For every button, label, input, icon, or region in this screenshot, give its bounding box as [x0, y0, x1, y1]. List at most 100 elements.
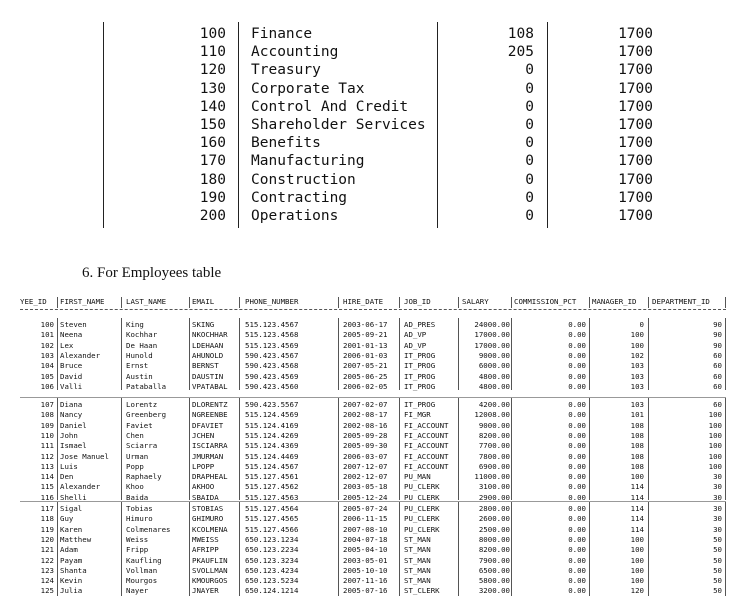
cell: 205 — [507, 44, 534, 61]
cell: 0 — [525, 80, 534, 97]
cell: ISCIARRA — [192, 441, 228, 451]
cell: 90 — [713, 330, 722, 340]
header-underline — [20, 309, 726, 310]
cell: 106 — [40, 381, 54, 391]
cell: 2005-06-25 — [343, 371, 388, 381]
column-divider — [458, 297, 459, 308]
cell: Colmenares — [126, 524, 171, 534]
column-header: SALARY — [462, 297, 489, 306]
cell: 100 — [708, 451, 722, 461]
column-divider — [725, 502, 726, 596]
cell: 100 — [630, 565, 644, 575]
cell: 515.124.4269 — [245, 430, 299, 440]
column-divider — [338, 297, 339, 308]
cell: 114 — [630, 504, 644, 513]
column-divider — [589, 318, 590, 390]
cell: KMOURGOS — [192, 576, 228, 586]
cell: LPOPP — [192, 461, 215, 471]
cell: 112 — [40, 451, 54, 461]
cell: John — [60, 430, 78, 440]
cell: 100 — [708, 430, 722, 440]
cell: FI_MGR — [404, 410, 431, 420]
column-header: FIRST_NAME — [60, 297, 105, 306]
cell: 0 — [525, 135, 534, 152]
cell: 50 — [713, 534, 722, 544]
cell: 120 — [630, 586, 644, 596]
cell: 5800.00 — [478, 576, 510, 586]
cell: Shelli — [60, 492, 87, 502]
cell: ST_MAN — [404, 534, 431, 544]
cell: 0.00 — [568, 340, 586, 350]
cell: 8000.00 — [478, 534, 510, 544]
cell: 2007-08-10 — [343, 524, 388, 534]
cell: 1700 — [618, 135, 653, 152]
cell: 1700 — [618, 189, 653, 206]
cell: 650.123.1234 — [245, 534, 299, 544]
column-divider — [589, 297, 590, 308]
cell: Khoo — [126, 482, 144, 492]
cell: 650.123.4234 — [245, 565, 299, 575]
cell: 1700 — [618, 62, 653, 79]
cell: DLORENTZ — [192, 400, 228, 409]
cell: 1700 — [618, 26, 653, 42]
cell: FI_ACCOUNT — [404, 441, 449, 451]
cell: 0 — [525, 62, 534, 79]
cell: Steven — [60, 320, 87, 329]
cell: 1700 — [618, 208, 653, 224]
cell: 108 — [630, 451, 644, 461]
column-header: DEPARTMENT_ID — [652, 297, 710, 306]
cell: Manufacturing — [251, 153, 365, 170]
cell: Lorentz — [126, 400, 158, 409]
column-header: MANAGER_ID — [592, 297, 637, 306]
cell: 0.00 — [568, 565, 586, 575]
cell: 6500.00 — [478, 565, 510, 575]
column-divider — [57, 318, 58, 390]
column-divider — [57, 398, 58, 500]
cell: 90 — [713, 340, 722, 350]
cell: 100 — [708, 441, 722, 451]
cell: 2005-09-30 — [343, 441, 388, 451]
column-divider — [121, 502, 122, 596]
cell: 8200.00 — [478, 430, 510, 440]
cell: 650.123.5234 — [245, 576, 299, 586]
cell: 108 — [630, 420, 644, 430]
cell: Popp — [126, 461, 144, 471]
cell: 17000.00 — [474, 340, 510, 350]
cell: VPATABAL — [192, 381, 228, 391]
cell: 100 — [708, 461, 722, 471]
column-divider — [725, 318, 726, 390]
column-divider — [589, 398, 590, 500]
cell: 50 — [713, 555, 722, 565]
column-divider — [547, 22, 548, 228]
cell: 2005-10-10 — [343, 565, 388, 575]
cell: FI_ACCOUNT — [404, 451, 449, 461]
cell: 108 — [630, 430, 644, 440]
cell: AD_VP — [404, 330, 427, 340]
column-divider — [103, 22, 104, 228]
cell: IT_PROG — [404, 361, 436, 371]
cell: 2005-12-24 — [343, 492, 388, 502]
cell: 50 — [713, 545, 722, 555]
cell: 515.124.4469 — [245, 451, 299, 461]
cell: 590.423.5567 — [245, 400, 299, 409]
cell: 111 — [40, 441, 54, 451]
cell: 2900.00 — [478, 492, 510, 502]
cell: 50 — [713, 576, 722, 586]
cell: IT_PROG — [404, 400, 436, 409]
cell: 103 — [630, 381, 644, 391]
cell: 2005-07-16 — [343, 586, 388, 596]
cell: Austin — [126, 371, 153, 381]
cell: Vollman — [126, 565, 158, 575]
cell: 150 — [199, 117, 226, 133]
cell: PU_CLERK — [404, 482, 440, 492]
cell: 100 — [630, 340, 644, 350]
cell: 103 — [630, 371, 644, 381]
cell: PU_CLERK — [404, 492, 440, 502]
cell: 515.123.4567 — [245, 320, 299, 329]
column-divider — [338, 398, 339, 500]
cell: 130 — [199, 80, 226, 97]
cell: 30 — [713, 482, 722, 492]
cell: 12008.00 — [474, 410, 510, 420]
cell: PU_CLERK — [404, 524, 440, 534]
cell: IT_PROG — [404, 381, 436, 391]
